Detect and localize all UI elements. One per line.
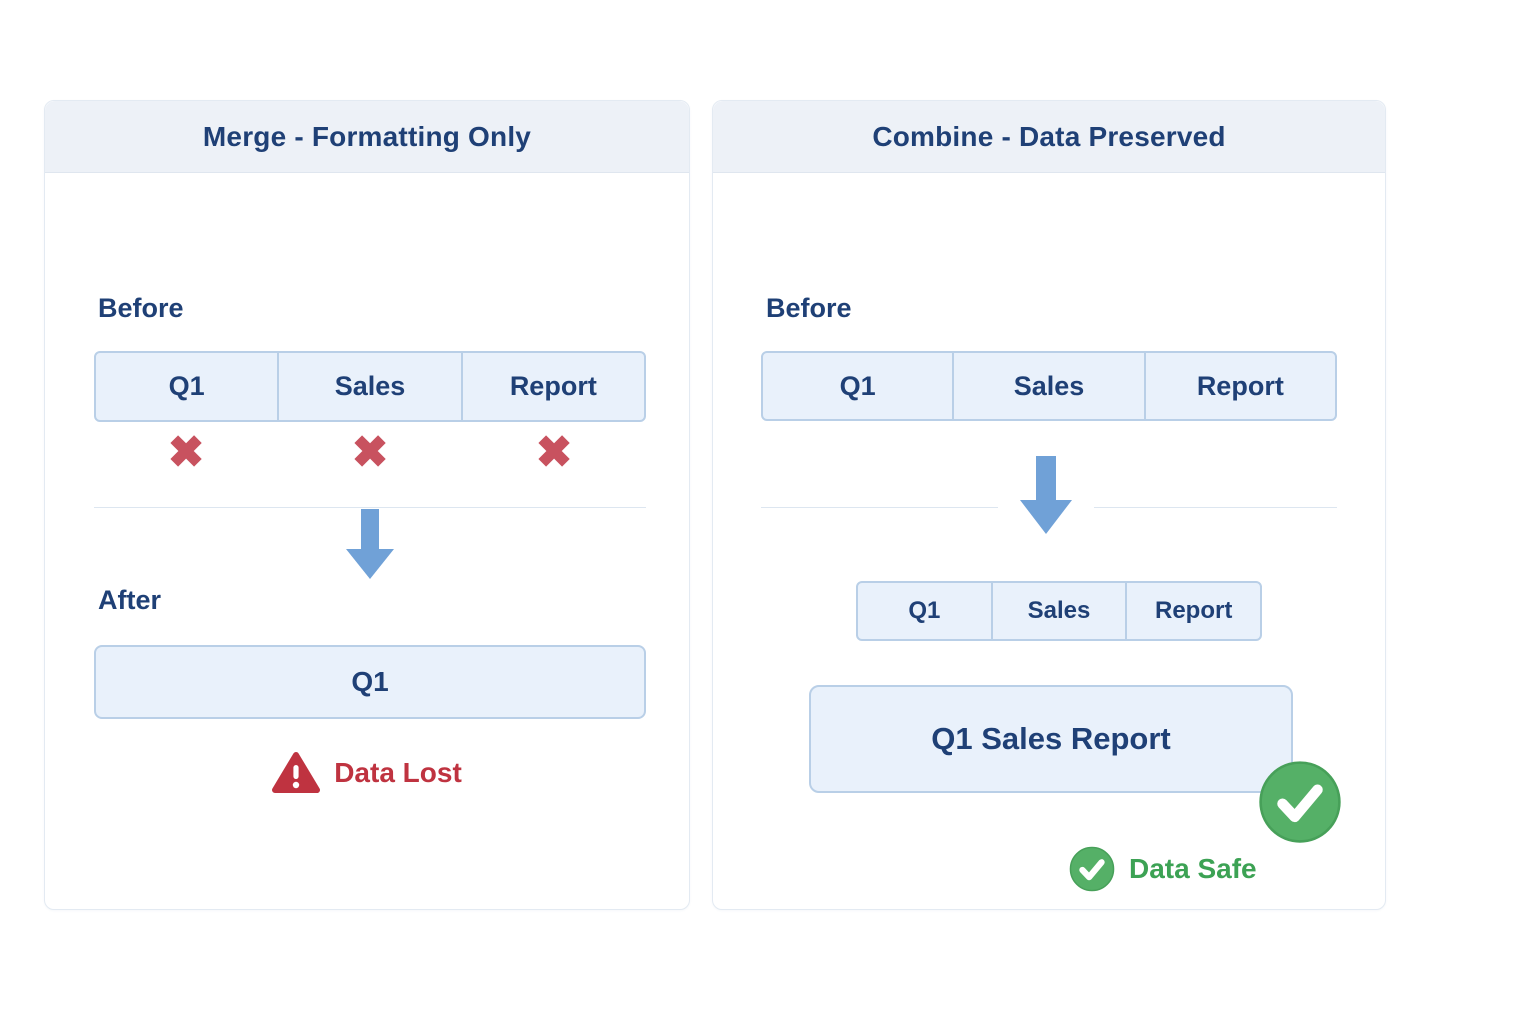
x-icon: ✖ — [167, 428, 205, 477]
combine-result-row: Q1 Sales Report — [856, 581, 1262, 641]
merge-after-label: After — [98, 585, 162, 615]
combine-before-row: Q1 Sales Report — [761, 351, 1337, 421]
arrow-down-icon — [1020, 456, 1072, 534]
merge-panel-title: Merge - Formatting Only — [202, 120, 532, 152]
combined-cell: Q1 Sales Report — [809, 685, 1293, 793]
table-cell: Sales — [954, 353, 1146, 419]
merge-panel-body: Before Q1 Sales Report ✖ ✖ ✖ After Q1 Da… — [45, 173, 689, 911]
data-safe-status: Data Safe — [1069, 845, 1257, 893]
table-cell: Sales — [993, 583, 1128, 639]
table-cell: Q1 — [96, 353, 280, 420]
data-lost-marks-row: ✖ ✖ ✖ — [94, 427, 646, 479]
table-cell: Report — [1196, 370, 1284, 401]
merge-panel: Merge - Formatting Only Before Q1 Sales … — [44, 100, 690, 910]
combine-before-label: Before — [766, 293, 852, 323]
merged-cell: Q1 — [94, 645, 646, 719]
table-cell: Q1 — [763, 353, 955, 419]
arrow-down-icon — [346, 509, 394, 579]
table-cell: Q1 — [858, 583, 993, 639]
x-icon: ✖ — [351, 428, 389, 477]
combine-panel-body: Before Q1 Sales Report Q1 Sales Report Q… — [713, 173, 1385, 911]
merge-before-label: Before — [98, 293, 184, 323]
combine-panel-title: Combine - Data Preserved — [872, 120, 1226, 152]
table-cell: Sales — [279, 353, 463, 420]
data-lost-status: Data Lost — [45, 747, 689, 799]
section-divider — [761, 507, 998, 508]
section-divider — [94, 507, 646, 508]
merge-panel-header: Merge - Formatting Only — [45, 101, 689, 173]
section-divider — [1094, 507, 1337, 508]
table-cell: Report — [509, 371, 597, 401]
table-cell: Report — [1155, 597, 1233, 624]
check-icon — [1259, 761, 1341, 843]
x-icon: ✖ — [535, 428, 573, 477]
data-lost-label: Data Lost — [334, 757, 462, 788]
warning-icon — [272, 752, 321, 793]
combine-panel-header: Combine - Data Preserved — [713, 101, 1385, 173]
data-safe-label: Data Safe — [1129, 853, 1257, 884]
check-icon — [1069, 846, 1115, 892]
combine-panel: Combine - Data Preserved Before Q1 Sales… — [712, 100, 1386, 910]
merge-before-row: Q1 Sales Report — [94, 351, 646, 422]
